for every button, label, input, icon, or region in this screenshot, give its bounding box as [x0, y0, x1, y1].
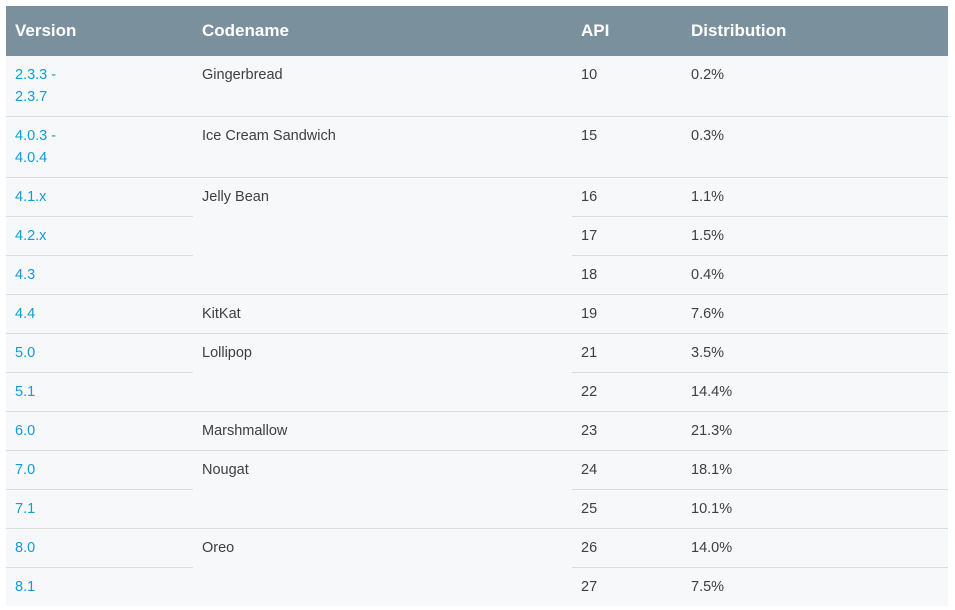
- api-cell: 26: [572, 528, 682, 568]
- distribution-cell: 21.3%: [682, 411, 948, 451]
- version-link[interactable]: 6.0: [15, 423, 36, 439]
- version-link[interactable]: 8.0: [15, 540, 36, 556]
- table-row: 6.0 Marshmallow 23 21.3%: [6, 411, 948, 451]
- version-link[interactable]: 8.1: [15, 579, 36, 595]
- api-cell: 10: [572, 56, 682, 117]
- api-cell: 25: [572, 489, 682, 529]
- version-link[interactable]: 7.0: [15, 462, 36, 478]
- distribution-cell: 0.4%: [682, 255, 948, 295]
- header-codename: Codename: [193, 6, 572, 56]
- version-cell: 4.1.x: [6, 177, 193, 217]
- api-cell: 21: [572, 333, 682, 373]
- distribution-cell: 18.1%: [682, 450, 948, 490]
- version-cell: 4.2.x: [6, 216, 193, 256]
- distribution-cell: 14.0%: [682, 528, 948, 568]
- version-link[interactable]: 4.3: [15, 267, 36, 283]
- table-row: 4.4 KitKat 19 7.6%: [6, 294, 948, 334]
- api-cell: 18: [572, 255, 682, 295]
- version-cell: 4.0.3 - 4.0.4: [6, 116, 193, 178]
- version-link[interactable]: 4.2.x: [15, 228, 47, 244]
- version-link[interactable]: 5.0: [15, 345, 36, 361]
- version-link[interactable]: 2.3.3 - 2.3.7: [15, 67, 57, 105]
- distribution-cell: 0.2%: [682, 56, 948, 117]
- codename-cell: KitKat: [193, 294, 572, 334]
- distribution-table-container: Version Codename API Distribution 2.3.3 …: [6, 6, 948, 606]
- version-cell: 5.0: [6, 333, 193, 373]
- codename-cell: Lollipop: [193, 333, 572, 412]
- version-cell: 7.1: [6, 489, 193, 529]
- version-cell: 2.3.3 - 2.3.7: [6, 56, 193, 117]
- header-api: API: [572, 6, 682, 56]
- version-cell: 4.4: [6, 294, 193, 334]
- distribution-cell: 14.4%: [682, 372, 948, 412]
- header-row: Version Codename API Distribution: [6, 6, 948, 56]
- codename-cell: Oreo: [193, 528, 572, 606]
- distribution-cell: 1.1%: [682, 177, 948, 217]
- table-row: 8.1 27 7.5%: [6, 567, 948, 606]
- table-row: 4.2.x 17 1.5%: [6, 216, 948, 256]
- table-row: 4.0.3 - 4.0.4 Ice Cream Sandwich 15 0.3%: [6, 116, 948, 178]
- api-cell: 15: [572, 116, 682, 178]
- table-row: 4.3 18 0.4%: [6, 255, 948, 295]
- api-cell: 19: [572, 294, 682, 334]
- version-cell: 5.1: [6, 372, 193, 412]
- api-cell: 27: [572, 567, 682, 606]
- version-link[interactable]: 4.0.3 - 4.0.4: [15, 128, 57, 166]
- api-cell: 17: [572, 216, 682, 256]
- version-cell: 8.0: [6, 528, 193, 568]
- distribution-cell: 0.3%: [682, 116, 948, 178]
- version-cell: 6.0: [6, 411, 193, 451]
- distribution-cell: 7.5%: [682, 567, 948, 606]
- api-cell: 16: [572, 177, 682, 217]
- table-row: 7.0 Nougat 24 18.1%: [6, 450, 948, 529]
- platform-distribution-table: Version Codename API Distribution 2.3.3 …: [6, 6, 948, 606]
- api-cell: 24: [572, 450, 682, 490]
- table-row: 5.0 Lollipop 21 3.5%: [6, 333, 948, 412]
- header-version: Version: [6, 6, 193, 56]
- version-link[interactable]: 4.4: [15, 306, 36, 322]
- table-row: 7.1 25 10.1%: [6, 489, 948, 529]
- distribution-cell: 7.6%: [682, 294, 948, 334]
- codename-cell: Marshmallow: [193, 411, 572, 451]
- table-row: 4.1.x Jelly Bean 16 1.1%: [6, 177, 948, 295]
- table-header: Version Codename API Distribution: [6, 6, 948, 56]
- version-link[interactable]: 5.1: [15, 384, 36, 400]
- codename-cell: Nougat: [193, 450, 572, 529]
- api-cell: 23: [572, 411, 682, 451]
- version-cell: 4.3: [6, 255, 193, 295]
- codename-cell: Ice Cream Sandwich: [193, 116, 572, 178]
- distribution-cell: 3.5%: [682, 333, 948, 373]
- version-link[interactable]: 7.1: [15, 501, 36, 517]
- version-link[interactable]: 4.1.x: [15, 189, 47, 205]
- api-cell: 22: [572, 372, 682, 412]
- distribution-cell: 1.5%: [682, 216, 948, 256]
- codename-cell: Jelly Bean: [193, 177, 572, 295]
- table-row: 2.3.3 - 2.3.7 Gingerbread 10 0.2%: [6, 56, 948, 117]
- header-distribution: Distribution: [682, 6, 948, 56]
- table-body: 2.3.3 - 2.3.7 Gingerbread 10 0.2% 4.0.3 …: [6, 56, 948, 606]
- codename-cell: Gingerbread: [193, 56, 572, 117]
- table-row: 5.1 22 14.4%: [6, 372, 948, 412]
- version-cell: 7.0: [6, 450, 193, 490]
- table-row: 8.0 Oreo 26 14.0%: [6, 528, 948, 606]
- version-cell: 8.1: [6, 567, 193, 606]
- distribution-cell: 10.1%: [682, 489, 948, 529]
